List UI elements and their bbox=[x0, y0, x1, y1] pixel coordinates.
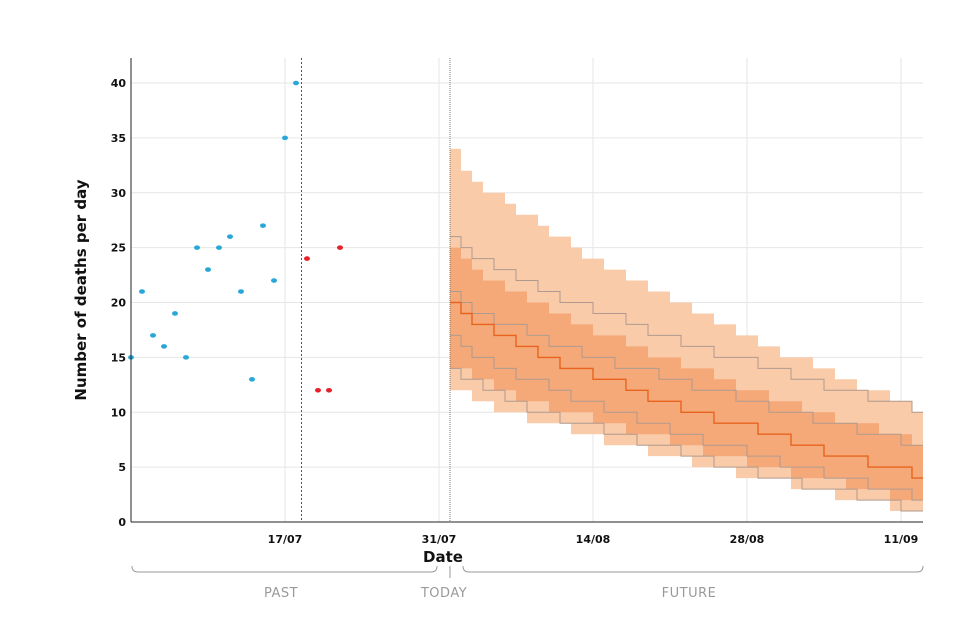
future-bracket bbox=[462, 565, 924, 573]
observed-point bbox=[205, 267, 211, 272]
reference-markers bbox=[301, 58, 451, 522]
recent-point bbox=[315, 388, 321, 393]
observed-point bbox=[271, 278, 277, 283]
data-points bbox=[128, 80, 343, 393]
forecast-upper-line bbox=[450, 236, 923, 413]
x-tick-label: 28/08 bbox=[730, 533, 765, 546]
future-label: FUTURE bbox=[662, 586, 717, 601]
y-tick-label: 30 bbox=[111, 187, 127, 200]
observed-point bbox=[194, 245, 200, 250]
y-tick-label: 25 bbox=[111, 242, 126, 255]
forecast-bands bbox=[450, 148, 923, 511]
today-label: TODAY bbox=[420, 586, 467, 601]
observed-point bbox=[249, 377, 255, 382]
observed-point bbox=[293, 80, 299, 86]
x-tick-label: 14/08 bbox=[576, 533, 611, 546]
x-tick-label: 11/09 bbox=[884, 533, 919, 546]
forecast-lower-line bbox=[450, 367, 923, 512]
observed-point bbox=[282, 135, 288, 141]
observed-point bbox=[150, 333, 156, 338]
y-tick-label: 20 bbox=[111, 297, 127, 310]
x-axis-title: Date bbox=[423, 548, 463, 566]
forecast-inner-band bbox=[450, 247, 923, 501]
y-tick-label: 15 bbox=[111, 351, 126, 364]
y-tick-label: 35 bbox=[111, 132, 126, 145]
past-label: PAST bbox=[264, 586, 298, 601]
period-brackets: PAST TODAY FUTURE bbox=[131, 565, 924, 601]
observed-point bbox=[238, 289, 244, 294]
past-bracket bbox=[131, 565, 438, 573]
observed-point bbox=[161, 344, 167, 349]
y-tick-label: 10 bbox=[111, 406, 127, 419]
recent-point bbox=[304, 256, 310, 261]
y-axis-title: Number of deaths per day bbox=[72, 179, 90, 400]
recent-point bbox=[337, 245, 343, 250]
observed-point bbox=[227, 234, 233, 239]
observed-point bbox=[172, 311, 178, 316]
observed-point bbox=[139, 289, 145, 294]
recent-point bbox=[326, 388, 332, 393]
y-tick-label: 40 bbox=[111, 77, 127, 90]
forecast-lower-mid-line bbox=[450, 334, 923, 501]
y-tick-label: 5 bbox=[118, 461, 126, 474]
observed-point bbox=[260, 223, 266, 228]
forecast-median-line bbox=[450, 301, 923, 479]
axes: 0 5 10 15 20 25 30 35 40 17/07 31/07 14/08 28/08 11/0… bbox=[111, 58, 923, 546]
observed-point bbox=[183, 355, 189, 360]
y-tick-label: 0 bbox=[118, 516, 126, 529]
observed-point bbox=[216, 245, 222, 250]
forecast-upper-mid-line bbox=[450, 291, 923, 446]
x-tick-label: 31/07 bbox=[422, 533, 457, 546]
x-tick-label: 17/07 bbox=[268, 533, 303, 546]
forecast-lines bbox=[450, 236, 923, 512]
